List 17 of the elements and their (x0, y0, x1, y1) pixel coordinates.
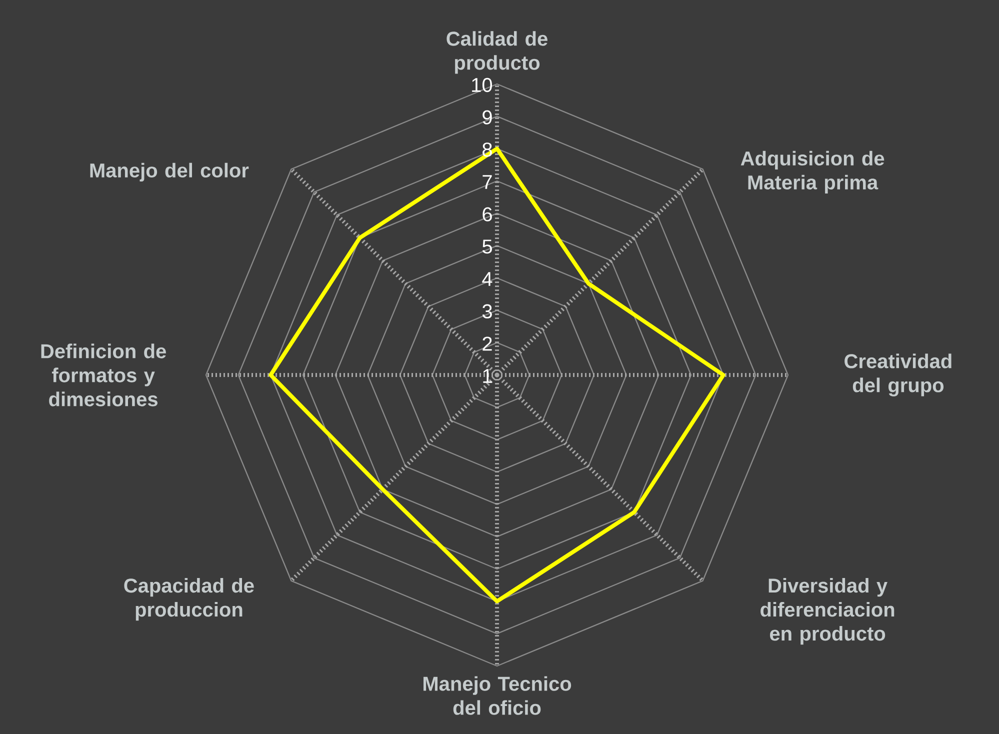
spoke-label: Diversidad y diferenciacion en producto (760, 578, 894, 645)
spoke-label: Calidad de producto (446, 31, 548, 74)
y-tick-label: 10 (472, 78, 492, 92)
spoke-label: Manejo del color (90, 162, 249, 182)
y-tick-label: 2 (482, 336, 492, 351)
spoke-label: Adquisicion de Materia prima (740, 150, 884, 194)
y-tick-label: 3 (482, 304, 492, 318)
spoke-label: Manejo Tecnico del oficio (424, 676, 572, 715)
y-tick-label: 9 (482, 110, 492, 124)
y-tick-label: 6 (482, 207, 492, 222)
y-tick-label: 1 (483, 369, 492, 383)
spoke-label: Creatividad del grupo (844, 354, 952, 396)
y-tick-label: 4 (482, 272, 492, 286)
y-tick-label: 5 (482, 240, 492, 254)
spoke-label: Definicion de formatos y dimesiones (41, 344, 166, 406)
y-tick-label: 7 (482, 175, 492, 189)
spoke-label: Capacidad de produccion (124, 578, 254, 621)
